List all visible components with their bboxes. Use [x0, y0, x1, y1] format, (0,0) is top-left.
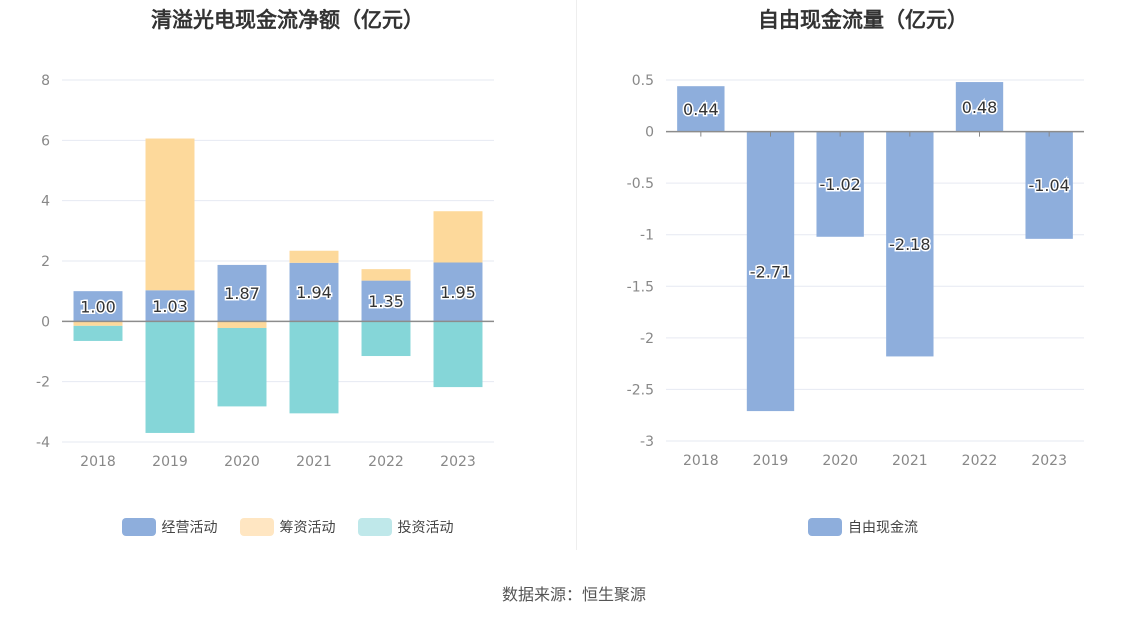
y-tick-label: -4: [36, 435, 50, 451]
y-tick-label: 0.5: [632, 73, 654, 89]
x-tick-label: 2022: [368, 454, 404, 470]
bar: [361, 321, 411, 357]
legend-item[interactable]: 投资活动: [357, 517, 454, 537]
bar: [289, 321, 339, 414]
legend-label: 自由现金流: [848, 520, 918, 536]
x-tick-label: 2023: [440, 454, 476, 470]
data-label: 1.03: [152, 297, 188, 316]
data-label: 1.00: [80, 297, 116, 316]
bar: [217, 264, 267, 322]
legend: 经营活动 筹资活动 投资活动: [0, 517, 575, 537]
x-tick-label: 2020: [224, 454, 260, 470]
x-tick-label: 2021: [296, 454, 332, 470]
bar: [145, 290, 195, 322]
y-tick-label: 2: [41, 254, 50, 270]
y-tick-label: -2: [36, 375, 50, 391]
bar: [955, 82, 1004, 132]
y-tick-label: 4: [41, 194, 50, 210]
bar: [433, 211, 483, 263]
y-tick-label: 6: [41, 133, 50, 149]
data-source: 数据来源：恒生聚源: [501, 585, 646, 604]
y-tick-label: -1.5: [627, 279, 654, 295]
bar: [73, 291, 123, 322]
x-tick-label: 2021: [892, 453, 928, 469]
bar: [217, 321, 267, 328]
bar: [145, 321, 195, 433]
x-tick-label: 2019: [152, 454, 188, 470]
y-tick-label: 0: [645, 125, 654, 141]
bar: [433, 321, 483, 388]
bar: [73, 321, 123, 326]
y-tick-label: -2.5: [627, 382, 654, 398]
data-label: 0.44: [683, 100, 719, 119]
data-label: 0.48: [962, 98, 998, 117]
legend: 自由现金流: [578, 517, 1148, 537]
x-tick-label: 2020: [822, 453, 858, 469]
bar: [1025, 131, 1073, 239]
x-tick-label: 2019: [753, 453, 789, 469]
net-cash-flow-plot: -4 -2 0 2 4 6 8 2018 2019 2020 2021 2022 2023 1.00 1.0…: [36, 73, 494, 470]
data-label: -2.71: [750, 262, 791, 281]
y-tick-label: -3: [640, 434, 654, 450]
legend-label: 经营活动: [161, 520, 218, 536]
legend-label: 投资活动: [397, 520, 454, 536]
bar: [746, 131, 795, 412]
legend-item[interactable]: 经营活动: [121, 517, 218, 537]
legend-item[interactable]: 筹资活动: [239, 517, 336, 537]
data-label: 1.94: [296, 283, 332, 302]
y-tick-label: 0: [41, 314, 50, 330]
legend-swatch: [808, 518, 842, 536]
legend-item[interactable]: 自由现金流: [808, 517, 918, 537]
bar: [289, 262, 339, 322]
legend-swatch: [357, 518, 392, 536]
bar: [886, 131, 934, 357]
chart-title: 清溢光电现金流净额（亿元）: [151, 8, 424, 32]
x-tick-label: 2023: [1031, 453, 1067, 469]
y-tick-label: -1: [640, 228, 654, 244]
bar: [433, 262, 483, 322]
y-tick-label: 8: [41, 73, 50, 89]
panel-divider: [576, 0, 577, 550]
bar: [677, 86, 725, 132]
data-label: -1.04: [1028, 176, 1069, 195]
bar: [289, 250, 339, 263]
x-tick-label: 2018: [683, 453, 719, 469]
bar: [361, 269, 411, 281]
legend-swatch: [121, 518, 156, 536]
chart-title: 自由现金流量（亿元）: [758, 8, 968, 32]
legend-label: 筹资活动: [279, 520, 336, 536]
y-tick-label: -2: [640, 331, 654, 347]
x-tick-label: 2022: [962, 453, 998, 469]
free-cash-flow-plot: 0.5 0 -0.5 -1 -1.5 -2 -2.5 -3 2018 2019 2020 2021 20…: [627, 73, 1084, 469]
data-label: -1.02: [819, 175, 860, 194]
bar: [361, 280, 411, 322]
bar: [145, 138, 195, 291]
data-label: 1.35: [368, 292, 404, 311]
data-label: -2.18: [889, 235, 930, 254]
free-cash-flow-chart: 自由现金流量（亿元） 0.5 0 -0.5 -1 -1.5 -2 -2.5 -3 2018 201…: [578, 0, 1148, 550]
bar: [73, 325, 123, 341]
net-cash-flow-chart: 清溢光电现金流净额（亿元） -4 -2 0 2 4 6 8 2018 2019 2020 2021 2…: [0, 0, 575, 550]
data-label: 1.95: [440, 283, 476, 302]
data-label: 1.87: [224, 284, 260, 303]
bar: [816, 131, 864, 237]
bar: [217, 327, 267, 407]
x-tick-label: 2018: [80, 454, 116, 470]
legend-swatch: [239, 518, 274, 536]
y-tick-label: -0.5: [627, 176, 654, 192]
